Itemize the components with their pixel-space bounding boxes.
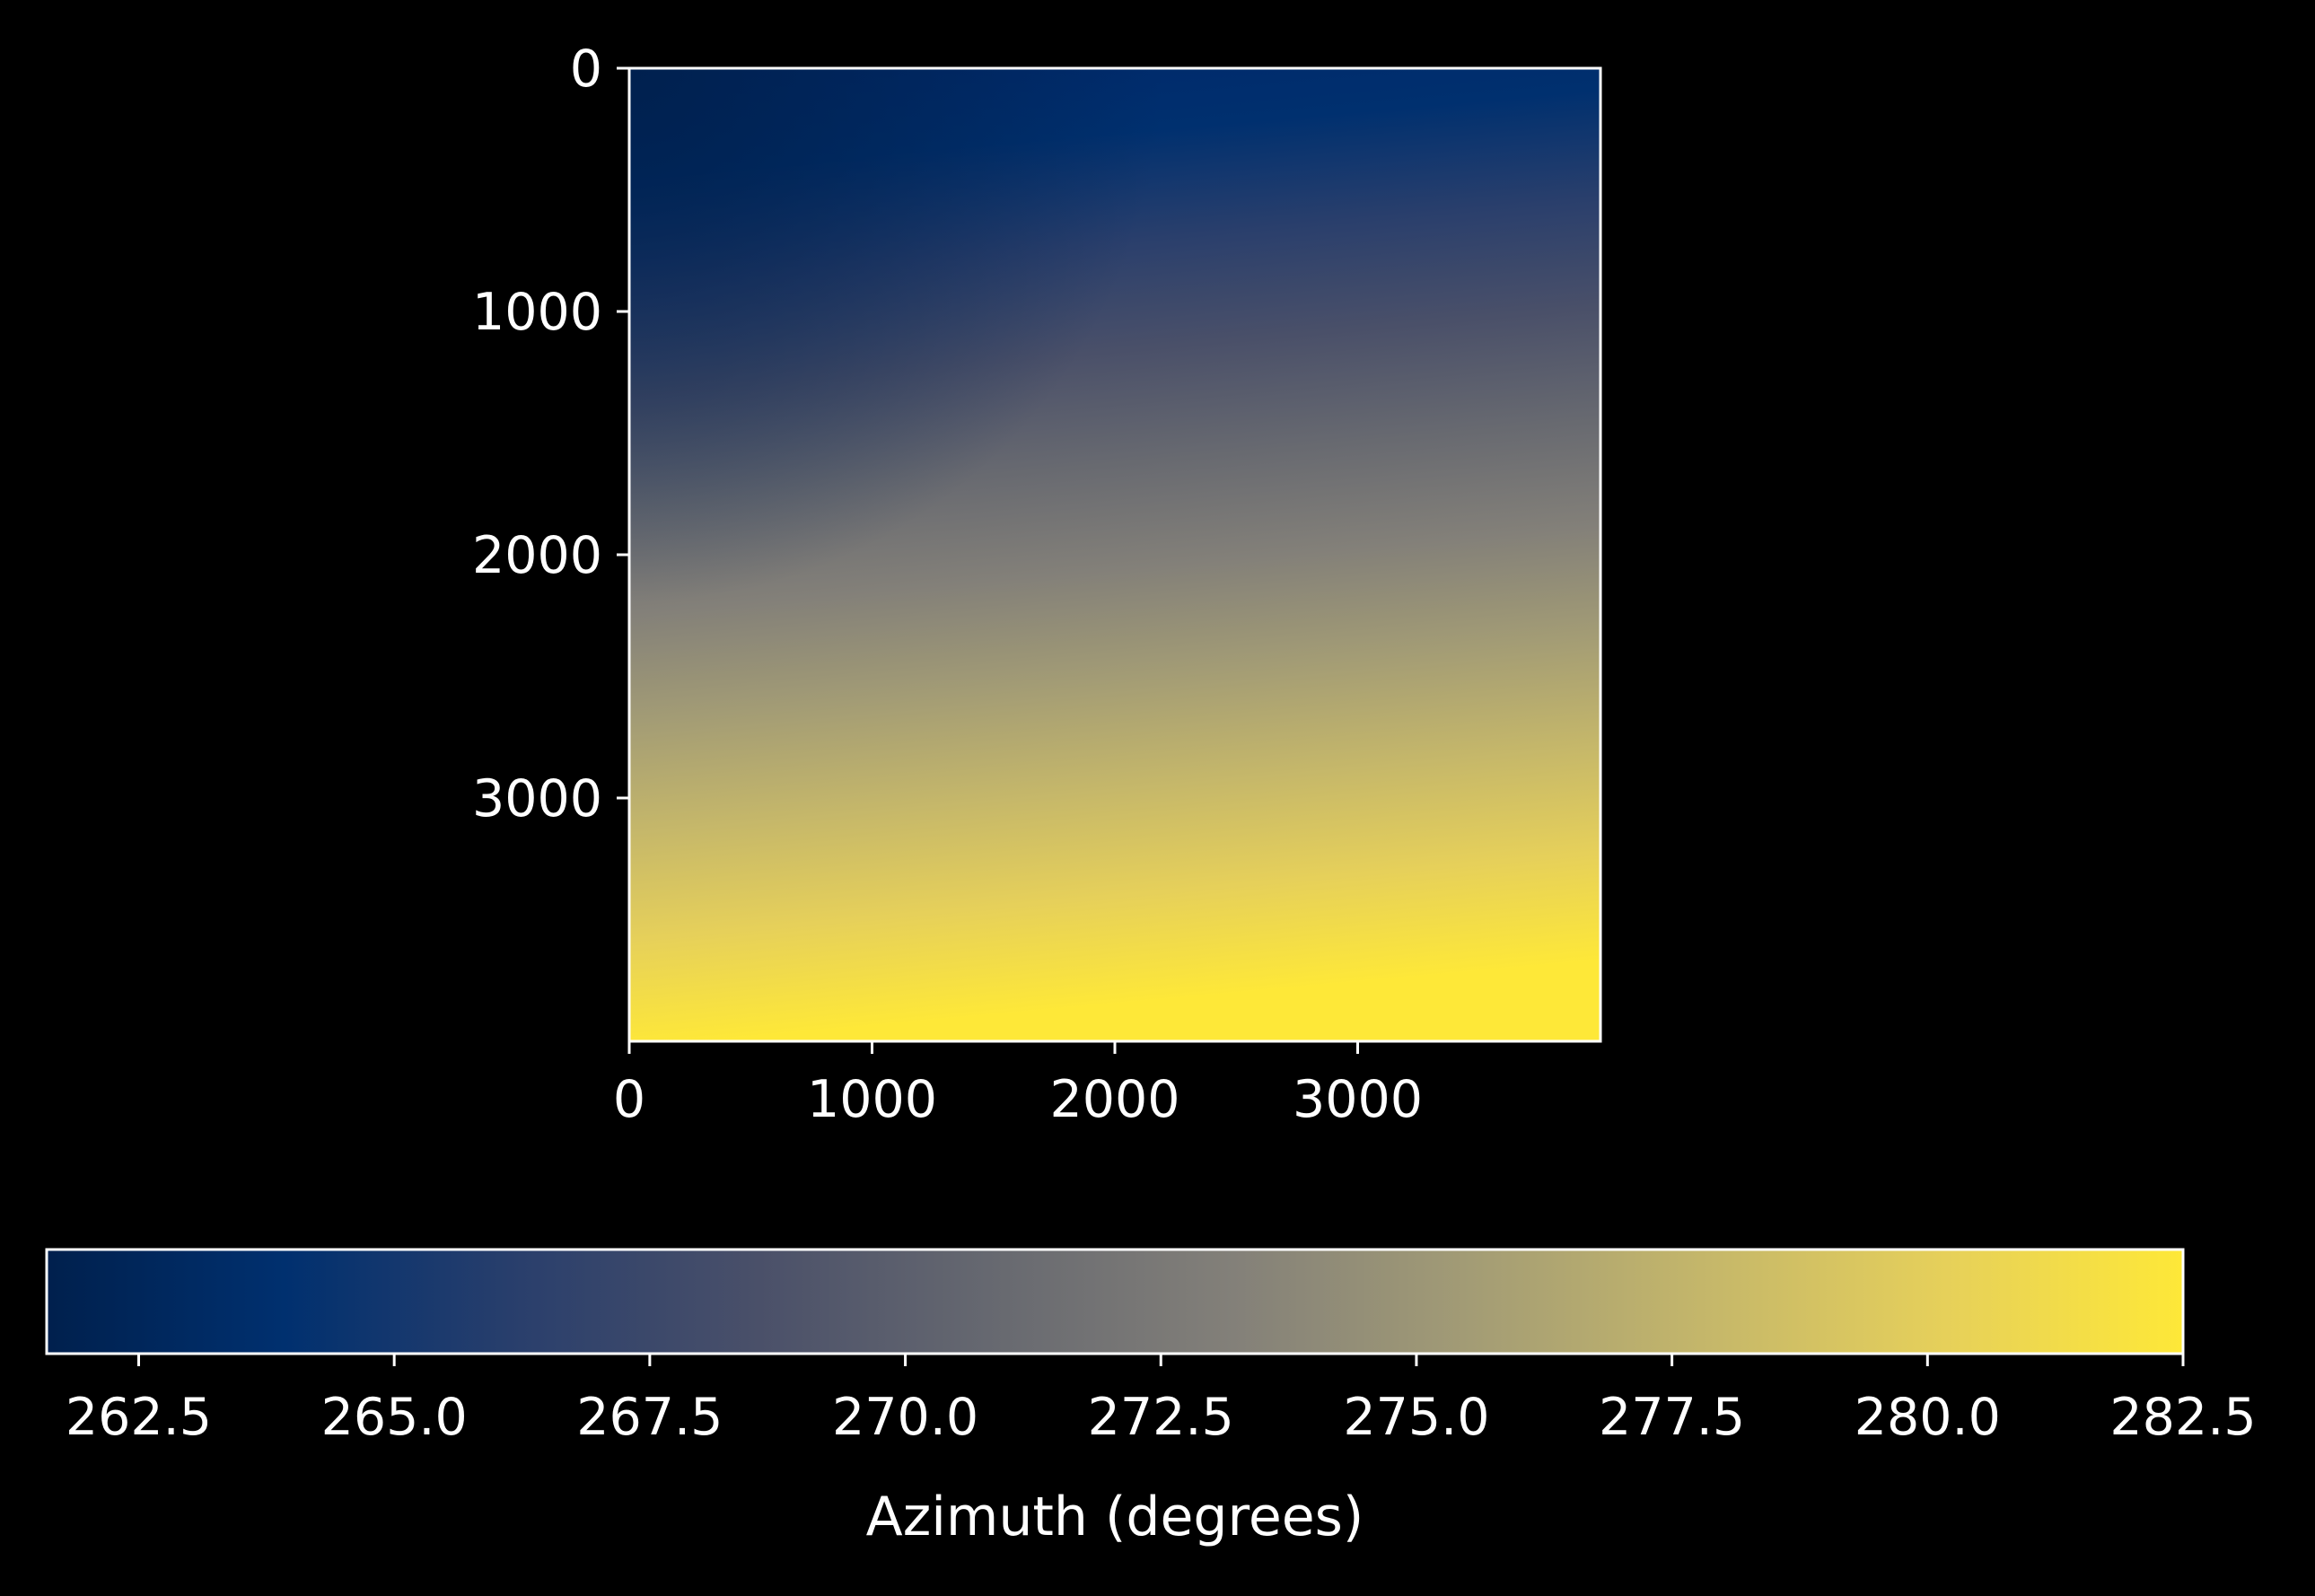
- colorbar: 262.5 265.0 267.5 270.0 272.5 275.0 277.5 280.0…: [45, 1248, 2257, 1548]
- colorbar-ticks: 262.5 265.0 267.5 270.0 272.5 275.0 277.5 280.0…: [66, 1354, 2257, 1447]
- y-tick-label: 3000: [472, 769, 602, 829]
- heatmap-image-corner-shade: [629, 68, 1600, 1041]
- y-tick-label: 2000: [472, 526, 602, 585]
- x-tick-label: 1000: [807, 1070, 937, 1129]
- colorbar-tick-label: 282.5: [2109, 1388, 2256, 1447]
- colorbar-label: Azimuth (degrees): [866, 1486, 1364, 1548]
- y-axis-ticks: 0 1000 2000 3000: [472, 39, 629, 829]
- colorbar-tick-label: 280.0: [1855, 1388, 2001, 1447]
- colorbar-frame: [45, 1248, 2185, 1355]
- heatmap-plot: 0 1000 2000 3000 0 1000 2000 3000: [472, 39, 1602, 1129]
- y-tick-label: 1000: [472, 283, 602, 342]
- x-tick-label: 2000: [1049, 1070, 1179, 1129]
- colorbar-tick-label: 262.5: [66, 1388, 212, 1447]
- colorbar-tick-label: 267.5: [576, 1388, 723, 1447]
- colorbar-tick-label: 270.0: [832, 1388, 978, 1447]
- colorbar-tick-label: 275.0: [1343, 1388, 1489, 1447]
- colorbar-gradient: [47, 1250, 2183, 1354]
- x-tick-label: 0: [613, 1070, 645, 1129]
- x-axis-ticks: 0 1000 2000 3000: [613, 1041, 1423, 1129]
- colorbar-tick-label: 265.0: [321, 1388, 468, 1447]
- y-tick-label: 0: [570, 39, 602, 99]
- x-tick-label: 3000: [1293, 1070, 1423, 1129]
- colorbar-tick-label: 272.5: [1088, 1388, 1234, 1447]
- colorbar-tick-label: 277.5: [1599, 1388, 1745, 1447]
